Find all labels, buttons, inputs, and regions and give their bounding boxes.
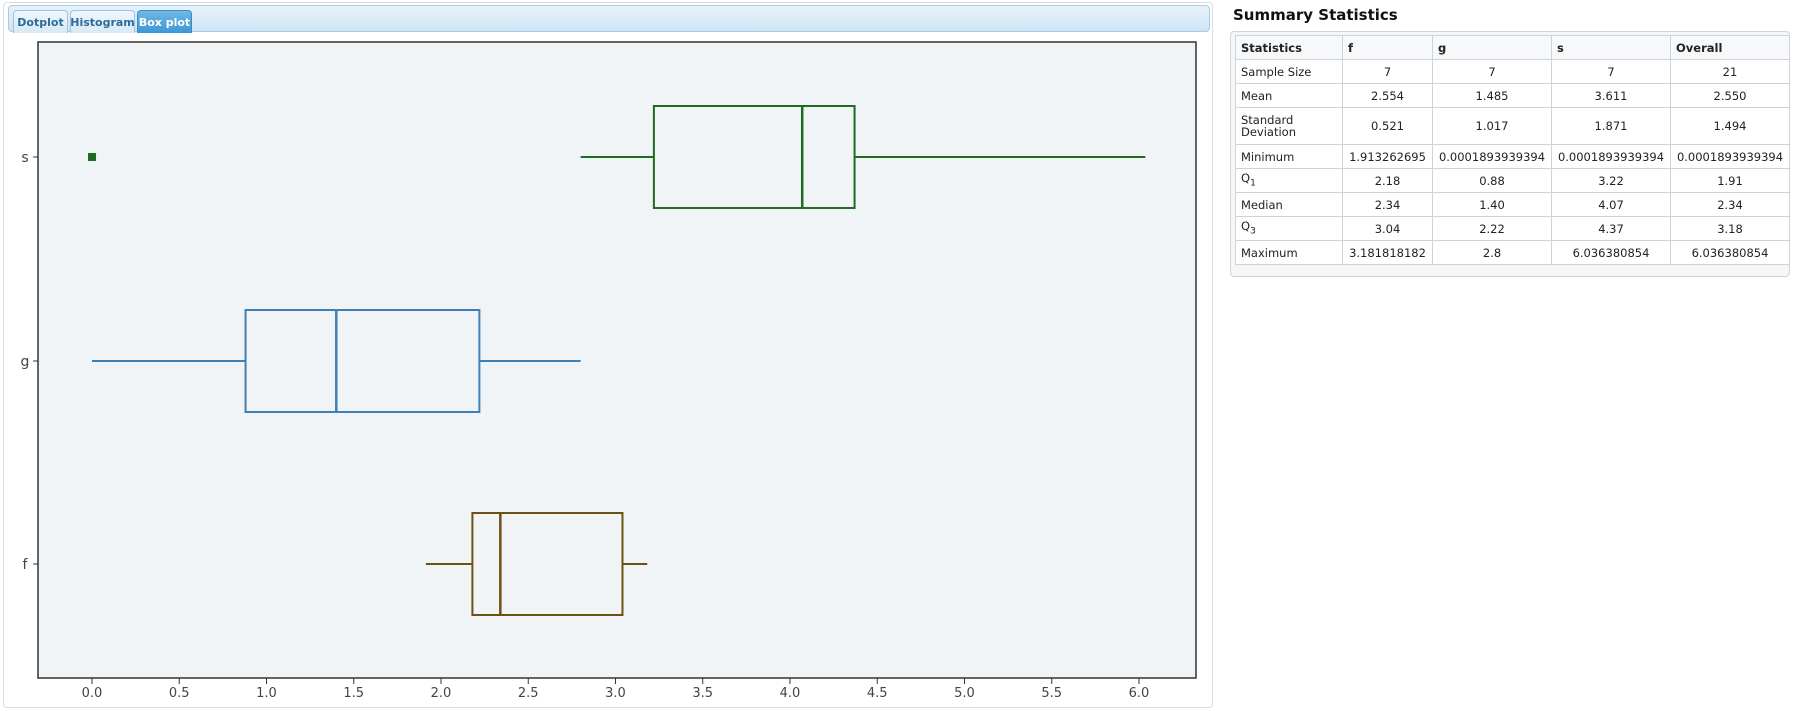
table-cell: 3.18 <box>1670 216 1790 241</box>
table-cell: 3.181818182 <box>1342 240 1433 265</box>
column-header-f: f <box>1342 35 1433 60</box>
table-cell: 21 <box>1670 59 1790 84</box>
y-axis: s g f <box>21 150 38 573</box>
table-cell: 0.0001893939394 <box>1432 144 1552 169</box>
table-row: Q3 3.04 2.22 4.37 3.18 <box>1235 216 1790 241</box>
table-row: Maximum 3.181818182 2.8 6.036380854 6.036380… <box>1235 240 1790 265</box>
x-tick-label: 5.5 <box>1041 686 1062 701</box>
row-label-subscript: 1 <box>1250 178 1256 189</box>
x-tick-label: 2.5 <box>518 686 539 701</box>
x-tick-label: 5.0 <box>954 686 975 701</box>
boxes-group <box>88 105 1146 616</box>
x-tick-label: 3.0 <box>605 686 626 701</box>
table-cell: 4.37 <box>1551 216 1671 241</box>
outlier-point <box>88 153 97 161</box>
table-cell: 7 <box>1432 59 1552 84</box>
row-label: Q3 <box>1235 216 1343 241</box>
iqr-box <box>244 309 481 413</box>
y-tick-label: g <box>21 354 30 370</box>
iqr-box <box>652 105 856 209</box>
table-cell: 1.913262695 <box>1342 144 1433 169</box>
table-cell: 6.036380854 <box>1551 240 1671 265</box>
summary-statistics-table: Statistics f g s Overall Sample Size 7 7 7 21 Mea… <box>1235 35 1790 265</box>
x-axis: 0.0 0.5 1.0 1.5 2.0 2.5 3.0 3.5 4.0 4.5 5.0 5.5 6.0 <box>82 678 1150 701</box>
summary-statistics-title: Summary Statistics <box>1233 6 1398 24</box>
box-f <box>425 512 648 616</box>
row-label-text: Median <box>1241 197 1283 212</box>
table-cell: 2.554 <box>1342 83 1433 108</box>
tab-bar: Dotplot Histogram Box plot <box>8 5 1210 33</box>
row-label: Q1 <box>1235 168 1343 193</box>
table-row: Sample Size 7 7 7 21 <box>1235 59 1790 84</box>
table-cell: 1.40 <box>1432 192 1552 217</box>
row-label-text: Q <box>1241 218 1251 233</box>
row-label-text: Q <box>1241 170 1251 185</box>
row-label-text: Standard Deviation <box>1241 113 1297 139</box>
table-cell: 0.521 <box>1342 107 1433 145</box>
table-cell: 1.494 <box>1670 107 1790 145</box>
table-cell: 7 <box>1342 59 1433 84</box>
table-cell: 6.036380854 <box>1670 240 1790 265</box>
x-tick-label: 3.5 <box>692 686 713 701</box>
row-label: Standard Deviation <box>1235 107 1343 145</box>
column-header-statistics: Statistics <box>1235 35 1343 60</box>
x-tick-label: 2.0 <box>431 686 452 701</box>
tab-box-plot[interactable]: Box plot <box>137 10 192 33</box>
table-cell: 0.0001893939394 <box>1670 144 1790 169</box>
table-cell: 2.22 <box>1432 216 1552 241</box>
x-tick-label: 4.5 <box>867 686 888 701</box>
box-plot-chart: 0.0 0.5 1.0 1.5 2.0 2.5 3.0 3.5 4.0 4.5 5.0 5.5 6.0 … <box>21 41 1197 701</box>
table-row: Minimum 1.913262695 0.0001893939394 0.00018… <box>1235 144 1790 169</box>
iqr-box <box>471 512 624 616</box>
x-tick-label: 1.0 <box>256 686 277 701</box>
table-cell: 1.017 <box>1432 107 1552 145</box>
table-row: Mean 2.554 1.485 3.611 2.550 <box>1235 83 1790 108</box>
column-header-s: s <box>1551 35 1671 60</box>
table-cell: 2.8 <box>1432 240 1552 265</box>
table-cell: 3.22 <box>1551 168 1671 193</box>
table-cell: 2.34 <box>1670 192 1790 217</box>
table-cell: 1.871 <box>1551 107 1671 145</box>
table-cell: 2.550 <box>1670 83 1790 108</box>
x-tick-label: 4.0 <box>780 686 801 701</box>
column-header-g: g <box>1432 35 1552 60</box>
y-tick-label: s <box>21 150 28 166</box>
row-label-text: Mean <box>1241 88 1273 103</box>
table-cell: 0.0001893939394 <box>1551 144 1671 169</box>
x-tick-label: 0.5 <box>169 686 190 701</box>
box-s <box>88 105 1146 209</box>
tab-histogram[interactable]: Histogram <box>70 10 135 33</box>
x-tick-label: 6.0 <box>1129 686 1150 701</box>
table-row: Median 2.34 1.40 4.07 2.34 <box>1235 192 1790 217</box>
table-header-row: Statistics f g s Overall <box>1235 35 1790 60</box>
row-label: Minimum <box>1235 144 1343 169</box>
row-label-text: Sample Size <box>1241 64 1312 79</box>
box-g <box>92 309 581 413</box>
row-label: Median <box>1235 192 1343 217</box>
row-label-text: Minimum <box>1241 149 1295 164</box>
y-tick-label: f <box>23 557 29 573</box>
table-cell: 7 <box>1551 59 1671 84</box>
row-label: Maximum <box>1235 240 1343 265</box>
table-row: Standard Deviation 0.521 1.017 1.871 1.494 <box>1235 107 1790 145</box>
table-cell: 3.04 <box>1342 216 1433 241</box>
table-cell: 4.07 <box>1551 192 1671 217</box>
x-tick-label: 0.0 <box>82 686 103 701</box>
table-cell: 2.18 <box>1342 168 1433 193</box>
tab-dotplot[interactable]: Dotplot <box>13 10 68 33</box>
column-header-overall: Overall <box>1670 35 1790 60</box>
row-label-subscript: 3 <box>1250 226 1256 237</box>
row-label: Mean <box>1235 83 1343 108</box>
table-cell: 3.611 <box>1551 83 1671 108</box>
x-tick-label: 1.5 <box>343 686 364 701</box>
row-label-text: Maximum <box>1241 245 1298 260</box>
row-label: Sample Size <box>1235 59 1343 84</box>
table-cell: 1.485 <box>1432 83 1552 108</box>
table-cell: 0.88 <box>1432 168 1552 193</box>
table-cell: 2.34 <box>1342 192 1433 217</box>
table-cell: 1.91 <box>1670 168 1790 193</box>
table-row: Q1 2.18 0.88 3.22 1.91 <box>1235 168 1790 193</box>
